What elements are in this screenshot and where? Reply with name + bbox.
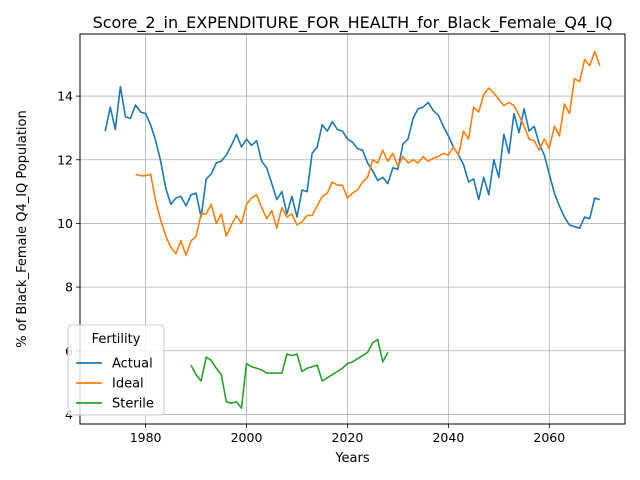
grid [80,34,625,424]
chart-title: Score_2_in_EXPENDITURE_FOR_HEALTH_for_Bl… [93,13,613,33]
y-axis-label: % of Black_Female Q4_IQ Population [15,110,30,347]
legend-label-sterile: Sterile [112,397,154,412]
series-line-actual [104,85,601,229]
series-line-ideal [135,50,601,257]
x-tick-label: 2020 [332,430,364,445]
series-line-sterile [190,338,389,409]
x-tick-label: 2040 [432,430,464,445]
x-tick-label: 1980 [130,430,162,445]
plot-frame [79,33,626,425]
legend-label-ideal: Ideal [112,377,144,392]
x-tick-label: 2060 [533,430,565,445]
legend-title: Fertility [92,332,141,347]
y-tick-label: 8 [65,280,73,295]
y-tick-label: 14 [57,89,73,104]
y-tick-label: 12 [57,152,73,167]
legend: Fertility Actual Ideal Sterile [67,324,165,416]
y-tick-label: 10 [57,216,73,231]
legend-label-actual: Actual [112,357,153,372]
legend-box [67,324,165,416]
x-tick-label: 2000 [231,430,263,445]
series-lines [104,50,601,409]
axis-ticks: 19802000202020402060468101214 [57,89,565,445]
x-axis-label: Years [334,451,370,466]
